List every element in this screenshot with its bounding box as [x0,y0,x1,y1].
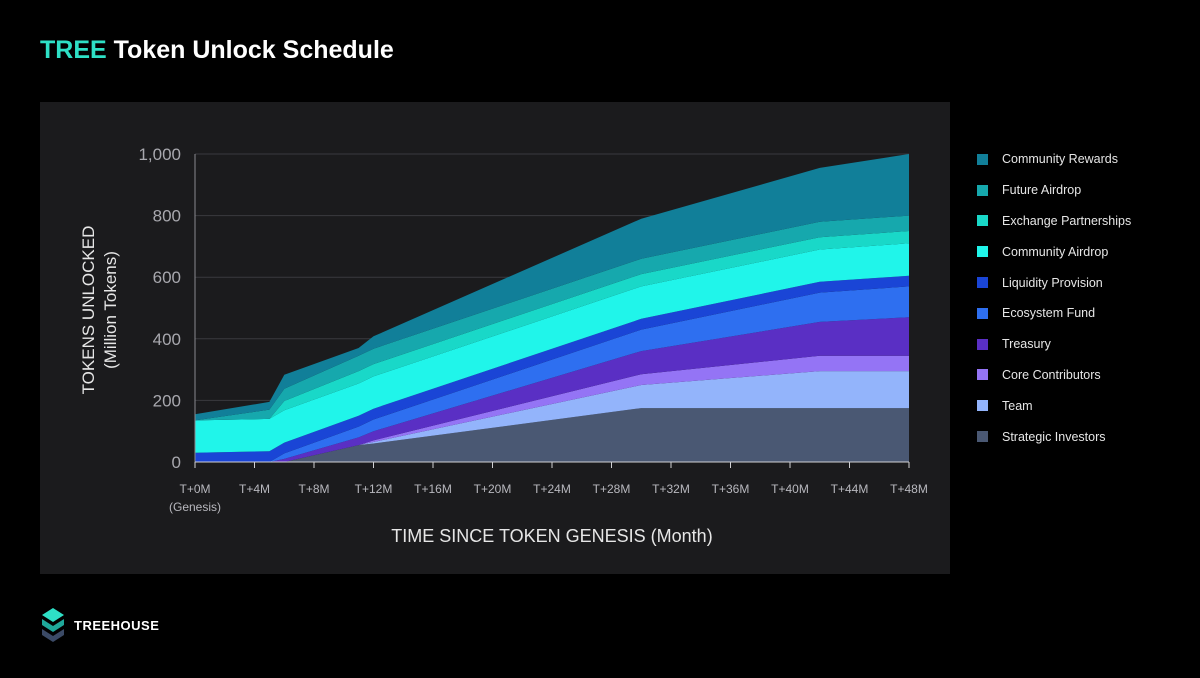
x-tick-label: T+24M [533,482,571,496]
x-tick-label: T+28M [593,482,631,496]
area-exchange-partnerships [195,231,909,421]
x-tick-label: T+20M [474,482,512,496]
legend-item-core-contributors: Core Contributors [977,360,1131,391]
title-text: Token Unlock Schedule [113,36,394,64]
y-tick-label: 800 [153,207,181,226]
legend-swatch [977,307,988,319]
chart-panel: 0 200 400 600 800 1,000 T+0M T+4M T+8M T+12M T+16M… [40,102,950,574]
legend-item-treasury: Treasury [977,329,1131,360]
x-tick-label: T+8M [298,482,329,496]
legend-item-team: Team [977,390,1131,421]
x-tick-label: T+40M [771,482,809,496]
legend-item-liquidity-provision: Liquidity Provision [977,267,1131,298]
y-axis-sublabel: (Million Tokens) [101,251,120,369]
legend-swatch [977,431,988,443]
area-community-airdrop [195,243,909,453]
unlock-chart: 0 200 400 600 800 1,000 T+0M T+4M T+8M T+12M T+16M… [79,145,928,546]
legend-label: Community Airdrop [1002,244,1109,259]
legend-item-ecosystem-fund: Ecosystem Fund [977,298,1131,329]
y-tick-label: 200 [153,391,181,410]
axes: 0 200 400 600 800 1,000 T+0M T+4M T+8M T+12M T+16M… [138,145,927,514]
chart-legend: Community Rewards Future Airdrop Exchange … [977,144,1131,452]
legend-label: Liquidity Provision [1002,275,1103,290]
legend-swatch [977,184,988,196]
x-tick-sublabel: (Genesis) [169,500,221,514]
brand-name: TREEHOUSE [74,617,160,633]
area-strategic-investors [195,408,909,462]
page-title: TREE Token Unlock Schedule [40,36,394,65]
x-tick-label: T+48M [890,482,928,496]
legend-label: Ecosystem Fund [1002,306,1096,321]
area-ecosystem-fund [195,286,909,462]
legend-swatch [977,400,988,412]
x-tick-label: T+4M [239,482,270,496]
treehouse-logo-icon [42,608,64,642]
legend-swatch [977,215,988,227]
legend-label: Strategic Investors [1002,429,1106,444]
legend-item-future-airdrop: Future Airdrop [977,175,1131,206]
legend-label: Core Contributors [1002,367,1101,382]
legend-swatch [977,369,988,381]
x-tick-label: T+36M [712,482,750,496]
legend-label: Future Airdrop [1002,183,1082,198]
brand-logo: TREEHOUSE [40,606,159,644]
y-axis-label: TOKENS UNLOCKED [79,226,98,395]
legend-item-community-rewards: Community Rewards [977,144,1131,175]
area-liquidity-provision [195,275,909,462]
legend-item-strategic-investors: Strategic Investors [977,421,1131,452]
legend-item-exchange-partnerships: Exchange Partnerships [977,206,1131,237]
x-axis-label: TIME SINCE TOKEN GENESIS (Month) [391,526,712,546]
legend-label: Exchange Partnerships [1002,213,1132,228]
legend-label: Community Rewards [1002,152,1119,167]
area-team [195,371,909,462]
x-tick-label: T+32M [652,482,690,496]
y-tick-label: 1,000 [138,145,181,164]
legend-label: Team [1002,398,1033,413]
x-tick-label: T+16M [414,482,452,496]
legend-label: Treasury [1002,337,1051,352]
stacked-areas [195,154,909,462]
x-tick-label: T+12M [355,482,393,496]
y-tick-label: 400 [153,330,181,349]
title-accent: TREE [40,36,107,64]
legend-swatch [977,246,988,258]
x-tick-label: T+44M [831,482,869,496]
y-tick-label: 0 [172,453,181,472]
y-tick-label: 600 [153,268,181,287]
legend-item-community-airdrop: Community Airdrop [977,236,1131,267]
area-community-rewards [195,154,909,421]
legend-swatch [977,338,988,350]
area-core-contributors [195,355,909,462]
legend-swatch [977,277,988,289]
legend-swatch [977,153,988,165]
area-treasury [195,317,909,462]
x-tick-label: T+0M [179,482,210,496]
